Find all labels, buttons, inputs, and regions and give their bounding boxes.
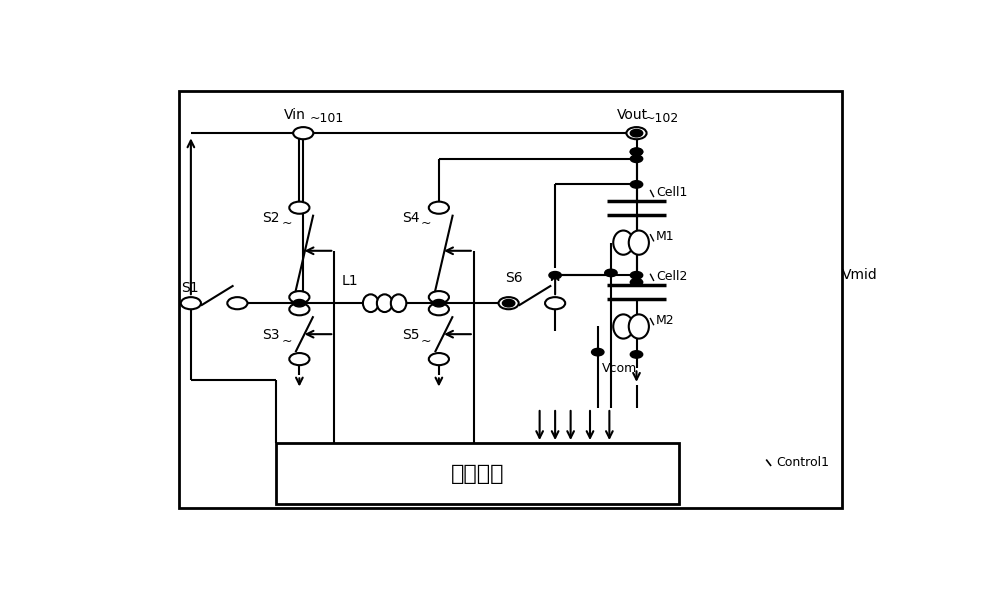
Circle shape — [630, 272, 643, 279]
Text: Cell1: Cell1 — [656, 186, 687, 199]
Circle shape — [630, 155, 643, 163]
Text: Vcom: Vcom — [602, 362, 637, 375]
Ellipse shape — [363, 295, 378, 312]
Circle shape — [545, 297, 565, 309]
Circle shape — [592, 348, 604, 356]
Ellipse shape — [377, 295, 392, 312]
Text: S5: S5 — [402, 328, 419, 342]
Text: ~: ~ — [421, 335, 432, 348]
Text: Vin: Vin — [284, 108, 306, 122]
Circle shape — [630, 148, 643, 155]
Text: ~: ~ — [421, 217, 432, 231]
Ellipse shape — [613, 315, 633, 339]
Ellipse shape — [391, 295, 406, 312]
Circle shape — [630, 148, 643, 155]
Text: Vout: Vout — [617, 108, 648, 122]
Circle shape — [289, 353, 309, 365]
Text: S3: S3 — [262, 328, 280, 342]
Circle shape — [630, 278, 643, 286]
Text: ~: ~ — [282, 335, 292, 348]
Ellipse shape — [629, 315, 649, 339]
Circle shape — [630, 129, 643, 137]
Text: ~: ~ — [282, 217, 292, 231]
Text: ~101: ~101 — [309, 113, 344, 125]
Circle shape — [181, 297, 201, 309]
Circle shape — [227, 297, 247, 309]
Text: M1: M1 — [656, 231, 674, 243]
Circle shape — [289, 291, 309, 303]
Ellipse shape — [629, 231, 649, 255]
Circle shape — [429, 353, 449, 365]
Text: S6: S6 — [505, 271, 522, 285]
Circle shape — [429, 303, 449, 315]
Circle shape — [630, 351, 643, 358]
Circle shape — [289, 201, 309, 214]
Text: S4: S4 — [402, 211, 419, 224]
Text: L1: L1 — [342, 273, 359, 287]
Circle shape — [549, 272, 561, 279]
FancyBboxPatch shape — [179, 91, 842, 508]
Circle shape — [289, 303, 309, 315]
Text: S2: S2 — [262, 211, 280, 224]
Text: Control1: Control1 — [776, 456, 829, 469]
Circle shape — [605, 269, 617, 276]
Circle shape — [499, 297, 519, 309]
Text: Vmid: Vmid — [842, 267, 878, 281]
Circle shape — [293, 127, 313, 139]
Text: S1: S1 — [182, 281, 199, 295]
Circle shape — [433, 299, 445, 307]
Ellipse shape — [613, 231, 633, 255]
FancyBboxPatch shape — [276, 443, 679, 503]
Circle shape — [626, 127, 647, 139]
Text: 控制电路: 控制电路 — [451, 464, 504, 484]
Circle shape — [429, 201, 449, 214]
Text: M2: M2 — [656, 314, 674, 327]
Circle shape — [630, 181, 643, 188]
Text: Cell2: Cell2 — [656, 270, 687, 283]
Circle shape — [429, 291, 449, 303]
Text: ~102: ~102 — [644, 113, 678, 125]
Circle shape — [293, 299, 306, 307]
Circle shape — [502, 299, 515, 307]
